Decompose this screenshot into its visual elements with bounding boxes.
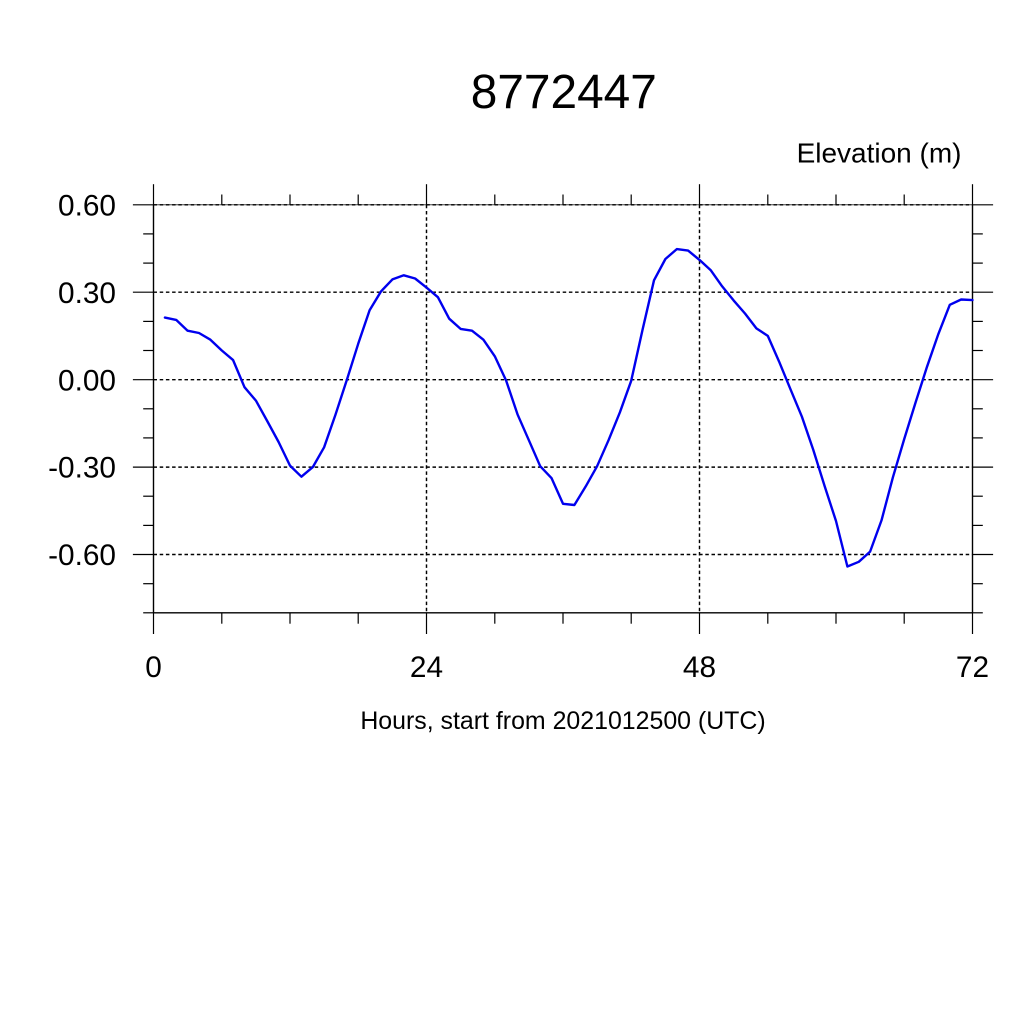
svg-text:24: 24 [410, 651, 443, 684]
svg-text:0: 0 [145, 651, 162, 684]
svg-text:0.00: 0.00 [58, 364, 116, 397]
svg-text:0.60: 0.60 [58, 189, 116, 222]
svg-text:Elevation (m): Elevation (m) [797, 137, 962, 168]
svg-text:8772447: 8772447 [471, 66, 657, 119]
svg-text:48: 48 [683, 651, 716, 684]
svg-text:0.30: 0.30 [58, 277, 116, 310]
svg-text:72: 72 [956, 651, 989, 684]
svg-text:-0.30: -0.30 [48, 452, 116, 485]
svg-text:Hours, start from 2021012500 (: Hours, start from 2021012500 (UTC) [360, 707, 765, 735]
svg-text:-0.60: -0.60 [48, 539, 116, 572]
